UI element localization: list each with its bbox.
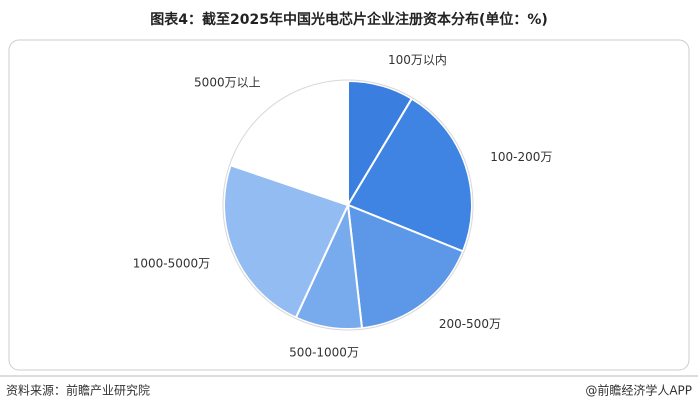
pie-slice: [346, 97, 473, 253]
slice-label: 100-200万: [490, 150, 552, 164]
slice-label: 1000-5000万: [133, 257, 210, 271]
slice-label: 200-500万: [439, 317, 501, 331]
credit: @前瞻经济学人APP: [585, 383, 692, 398]
pie-slice: [346, 203, 465, 330]
slice-label: 5000万以上: [194, 76, 261, 90]
slice-label: 100万以内: [388, 53, 447, 67]
pie-outline: [222, 79, 474, 331]
panel-border: [8, 39, 690, 371]
pie-slice: [229, 79, 349, 207]
pie-slice: [223, 163, 350, 319]
slice-label: 500-1000万: [289, 346, 359, 360]
source: 资料来源：前瞻产业研究院: [6, 383, 150, 398]
chart-title: 图表4：截至2025年中国光电芯片企业注册资本分布(单位：%): [150, 11, 548, 28]
